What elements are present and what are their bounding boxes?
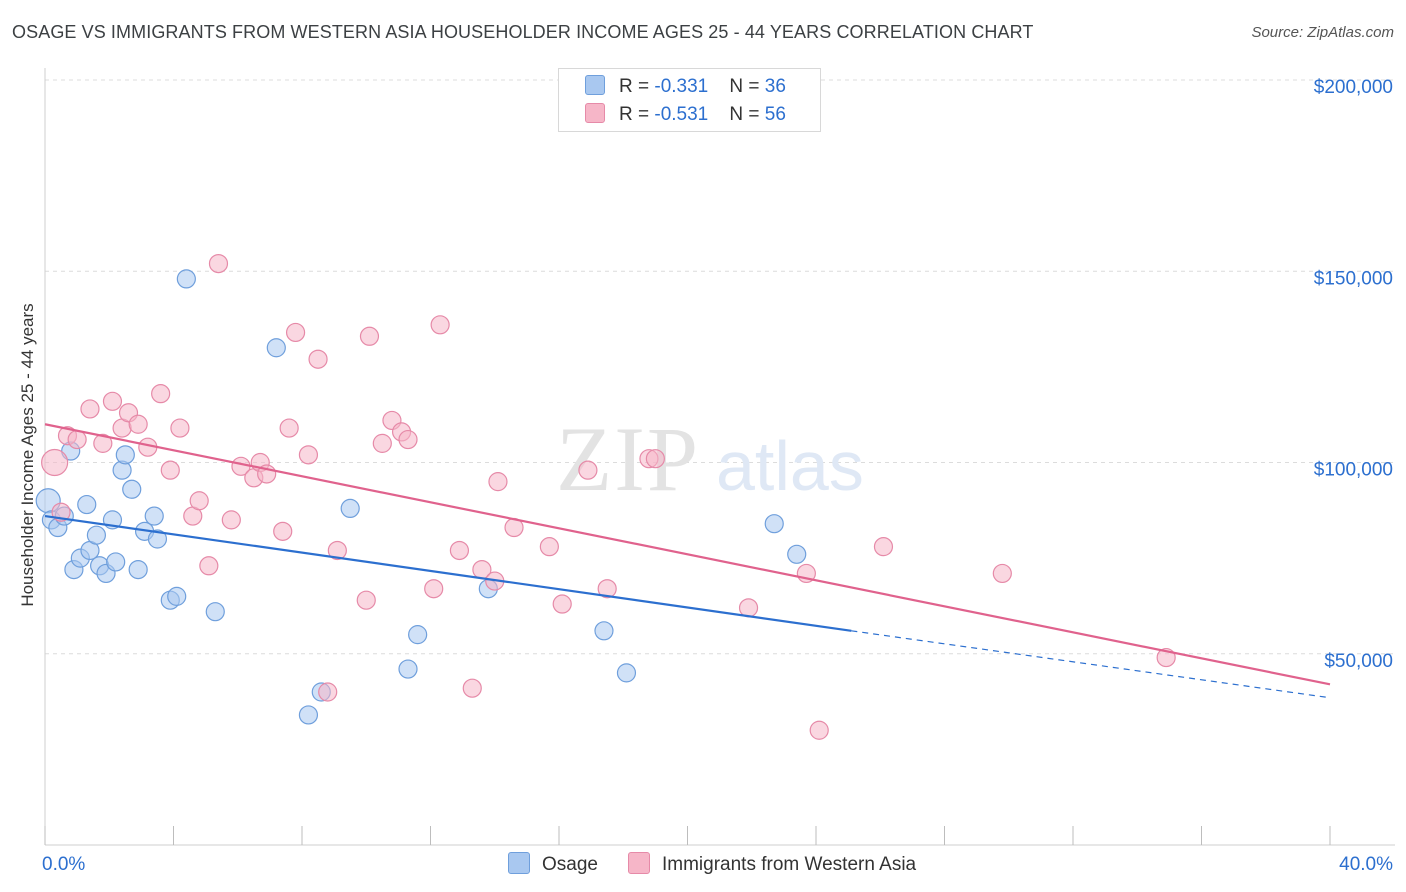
y-tick-label: $200,000 [1314, 77, 1393, 98]
x-tick-label: 40.0% [1339, 854, 1393, 875]
immigrants-point [199, 556, 219, 576]
osage-point [764, 514, 784, 534]
osage-point [167, 586, 187, 606]
immigrants-swatch [628, 852, 650, 874]
y-tick-label: $150,000 [1314, 268, 1393, 289]
osage-trend-line [44, 514, 852, 632]
n-value: 36 [764, 76, 786, 97]
osage-point [106, 552, 126, 572]
immigrants-point [128, 414, 148, 434]
legend-osage: Osage [508, 852, 598, 876]
immigrants-points [41, 254, 1176, 740]
osage-point [122, 479, 142, 499]
immigrants-point [285, 322, 306, 343]
immigrants-point [645, 449, 665, 469]
immigrants-point [308, 349, 328, 369]
osage-point [115, 445, 135, 465]
watermark-atlas: atlas [716, 427, 864, 505]
watermark-zip: ZIP [556, 408, 700, 510]
osage-point [408, 625, 428, 645]
immigrants-point [189, 491, 209, 511]
immigrants-point [449, 540, 470, 561]
chart-title: OSAGE VS IMMIGRANTS FROM WESTERN ASIA HO… [12, 22, 1034, 42]
y-tick-labels: $50,000 $100,000 $150,000 $200,000 [1314, 77, 1393, 672]
osage-trend-extension [851, 630, 1331, 699]
immigrants-trend-line [44, 423, 1331, 686]
immigrants-point [873, 537, 894, 557]
immigrants-point [738, 598, 759, 618]
immigrants-point [67, 429, 87, 450]
osage-point [128, 559, 148, 580]
legend-immigrants-label: Immigrants from Western Asia [662, 854, 917, 875]
immigrants-point [80, 399, 100, 419]
immigrants-point [170, 418, 190, 438]
osage-point [176, 269, 196, 289]
immigrants-point [359, 326, 380, 346]
osage-point [144, 506, 164, 526]
grid-lines [45, 79, 1395, 655]
immigrants-point [327, 540, 347, 561]
immigrants-point [552, 594, 572, 614]
immigrants-point [488, 472, 508, 492]
immigrants-point [318, 682, 338, 702]
legend-row-immigrants: R = -0.531 N = 56 [585, 103, 786, 126]
r-label: R = [619, 76, 655, 97]
y-tick-label: $100,000 [1314, 460, 1393, 481]
osage-point [616, 663, 637, 683]
immigrants-point [298, 445, 319, 465]
immigrants-point [462, 678, 482, 698]
osage-point [340, 498, 360, 518]
immigrants-point [424, 579, 444, 599]
r-label: R = [619, 104, 655, 125]
legend-immigrants: Immigrants from Western Asia [628, 852, 916, 876]
immigrants-point [41, 448, 69, 477]
immigrants-point [809, 720, 829, 740]
osage-point [86, 525, 107, 545]
immigrants-point [160, 460, 180, 480]
n-label: N = [729, 76, 765, 97]
immigrants-point [279, 418, 299, 438]
osage-points [35, 269, 807, 725]
immigrants-point [356, 590, 376, 610]
immigrants-point [102, 391, 123, 411]
legend-osage-label: Osage [542, 854, 598, 875]
correlation-legend: R = -0.331 N = 36 R = -0.531 N = 56 [558, 68, 821, 132]
x-tick-labels: 0.0% 40.0% [42, 854, 1393, 875]
immigrants-point [430, 315, 450, 335]
y-axis-label: Householder Income Ages 25 - 44 years [18, 303, 37, 607]
immigrants-point [151, 384, 171, 404]
osage-swatch [585, 75, 605, 95]
n-label: N = [729, 104, 765, 125]
r-value: -0.531 [654, 104, 709, 125]
immigrants-point [578, 460, 598, 480]
osage-point [594, 621, 614, 641]
y-tick-label: $50,000 [1324, 651, 1393, 672]
immigrants-point [597, 579, 617, 599]
trend-lines [44, 423, 1331, 699]
osage-point [266, 338, 286, 358]
immigrants-point [93, 433, 113, 453]
immigrants-point [221, 510, 241, 530]
immigrants-point [539, 537, 559, 557]
osage-point [398, 659, 418, 679]
osage-swatch [508, 852, 530, 874]
x-tick-label: 0.0% [42, 854, 85, 875]
osage-point [205, 602, 225, 622]
osage-point [787, 544, 807, 564]
osage-point [77, 494, 97, 515]
source-label: Source: ZipAtlas.com [1251, 24, 1394, 41]
r-value: -0.331 [654, 76, 709, 97]
osage-point [147, 529, 168, 549]
immigrants-point [208, 254, 229, 274]
immigrants-point [992, 563, 1012, 584]
watermark: ZIP atlas [556, 408, 864, 510]
osage-point [298, 705, 319, 725]
immigrants-point [398, 429, 418, 450]
immigrants-point [273, 521, 293, 541]
legend-row-osage: R = -0.331 N = 36 [585, 75, 786, 98]
immigrants-point [372, 433, 392, 453]
immigrants-swatch [585, 103, 605, 123]
n-value: 56 [764, 104, 786, 125]
